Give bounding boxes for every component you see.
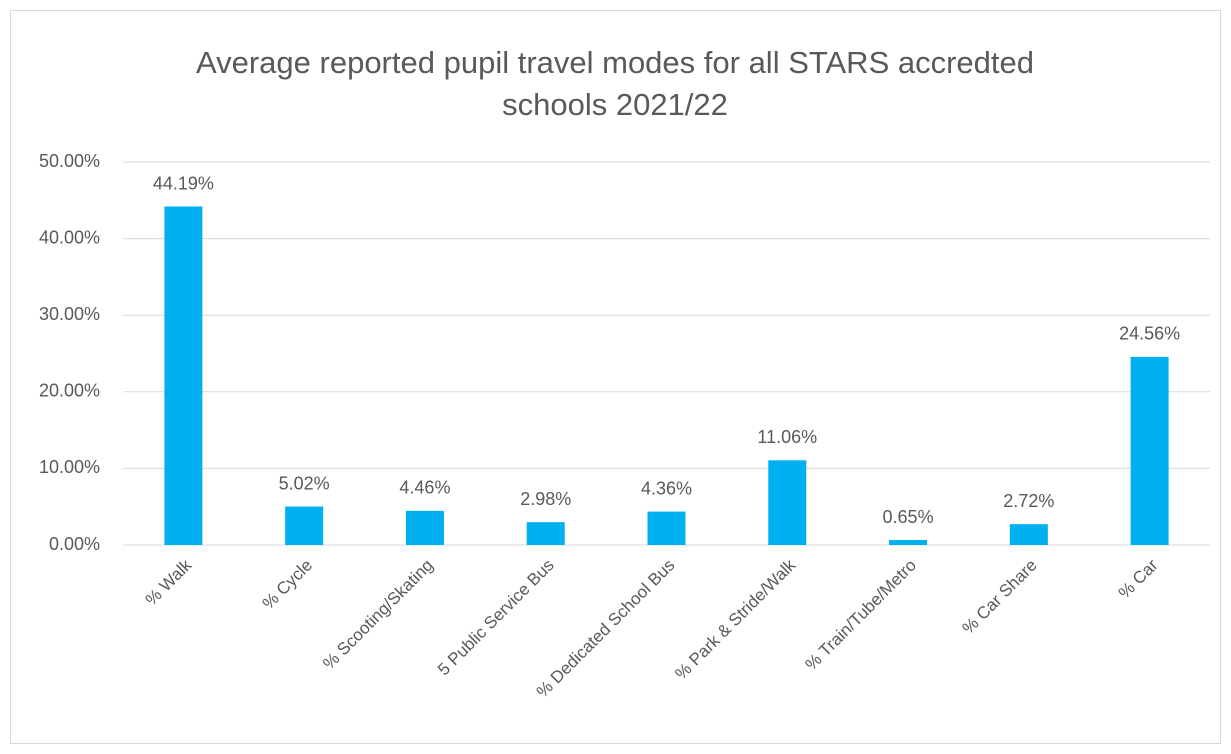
data-label: 11.06% <box>757 427 817 447</box>
data-label: 2.98% <box>520 489 571 509</box>
bar <box>768 460 807 545</box>
data-label: 4.46% <box>399 478 450 498</box>
bar <box>889 540 928 545</box>
bar <box>1130 356 1169 545</box>
bar <box>526 522 565 545</box>
data-label: 44.19% <box>153 173 214 193</box>
y-tick-label: 0.00% <box>49 534 100 554</box>
data-label: 5.02% <box>279 473 330 493</box>
bar <box>1009 524 1048 545</box>
y-tick-label: 10.00% <box>39 457 100 477</box>
bar <box>647 511 686 545</box>
y-tick-label: 30.00% <box>39 304 100 324</box>
y-tick-label: 50.00% <box>39 151 100 171</box>
y-tick-label: 20.00% <box>39 381 100 401</box>
chart-border <box>10 10 1221 744</box>
data-label: 0.65% <box>883 507 934 527</box>
bar <box>285 506 324 545</box>
bar <box>164 206 203 546</box>
chart-title: Average reported pupil travel modes for … <box>196 45 1034 122</box>
data-label: 4.36% <box>641 478 692 498</box>
data-label: 2.72% <box>1003 491 1054 511</box>
bar <box>405 510 444 545</box>
y-tick-label: 40.00% <box>39 227 100 247</box>
data-label: 24.56% <box>1119 324 1180 344</box>
